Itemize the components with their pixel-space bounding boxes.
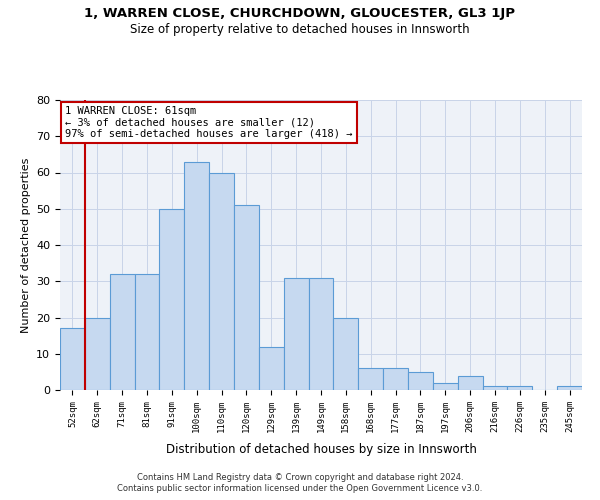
Bar	[308, 278, 334, 390]
Y-axis label: Number of detached properties: Number of detached properties	[20, 158, 31, 332]
Text: Contains HM Land Registry data © Crown copyright and database right 2024.: Contains HM Land Registry data © Crown c…	[137, 472, 463, 482]
Bar	[234, 205, 259, 390]
Bar	[184, 162, 209, 390]
Bar	[85, 318, 110, 390]
Bar	[60, 328, 85, 390]
Text: Size of property relative to detached houses in Innsworth: Size of property relative to detached ho…	[130, 22, 470, 36]
Bar	[259, 346, 284, 390]
Text: Distribution of detached houses by size in Innsworth: Distribution of detached houses by size …	[166, 442, 476, 456]
Text: 1 WARREN CLOSE: 61sqm
← 3% of detached houses are smaller (12)
97% of semi-detac: 1 WARREN CLOSE: 61sqm ← 3% of detached h…	[65, 106, 353, 139]
Bar	[508, 386, 532, 390]
Bar	[458, 376, 482, 390]
Bar	[482, 386, 508, 390]
Bar	[557, 386, 582, 390]
Text: 1, WARREN CLOSE, CHURCHDOWN, GLOUCESTER, GL3 1JP: 1, WARREN CLOSE, CHURCHDOWN, GLOUCESTER,…	[85, 8, 515, 20]
Text: Contains public sector information licensed under the Open Government Licence v3: Contains public sector information licen…	[118, 484, 482, 493]
Bar	[383, 368, 408, 390]
Bar	[134, 274, 160, 390]
Bar	[433, 383, 458, 390]
Bar	[209, 172, 234, 390]
Bar	[160, 209, 184, 390]
Bar	[334, 318, 358, 390]
Bar	[358, 368, 383, 390]
Bar	[284, 278, 308, 390]
Bar	[408, 372, 433, 390]
Bar	[110, 274, 134, 390]
